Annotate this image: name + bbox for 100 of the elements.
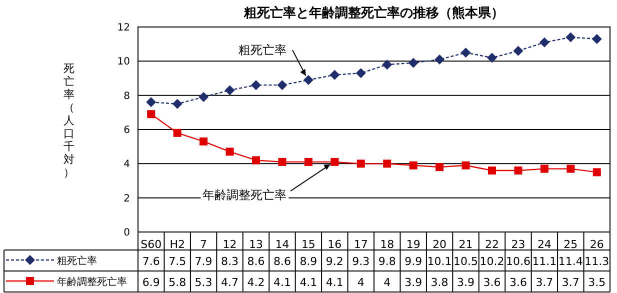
- y-tick-label: 6: [124, 125, 130, 136]
- data-label: 3.5: [588, 276, 606, 289]
- x-tick-label: 21: [458, 238, 473, 251]
- y-tick-label: 0: [124, 228, 130, 239]
- point: [514, 166, 522, 174]
- point: [434, 54, 445, 64]
- y-tick-label: 2: [124, 193, 130, 204]
- data-label: 6.9: [142, 276, 160, 289]
- data-label: 9.9: [404, 255, 422, 268]
- point: [462, 161, 470, 170]
- point: [408, 58, 418, 68]
- point: [566, 164, 575, 173]
- text: 死亡率（人口千対）: [64, 62, 74, 179]
- y-tick-label: 4: [124, 159, 130, 170]
- point: [304, 158, 312, 166]
- chart-title: 粗死亡率と年齢調整死亡率の推移（熊本県）: [242, 4, 505, 22]
- point: [460, 48, 471, 58]
- point: [409, 161, 418, 170]
- x-tick-label: 23: [511, 238, 526, 251]
- data-label: 9.3: [352, 255, 370, 268]
- point: [540, 164, 548, 173]
- data-label: 8.9: [300, 255, 318, 268]
- data-label: 7.9: [194, 255, 212, 268]
- point: [382, 60, 392, 70]
- data-label: 10.6: [506, 255, 530, 268]
- x-tick-label: 16: [328, 238, 342, 251]
- data-label: 3.7: [562, 276, 580, 289]
- data-label: 3.9: [457, 276, 475, 289]
- point: [592, 168, 601, 176]
- data-label: 4.2: [247, 276, 265, 289]
- x-tick-label: S60: [140, 238, 162, 251]
- point: [383, 160, 392, 168]
- x-tick-label: 20: [432, 238, 447, 251]
- data-label: 3.6: [483, 276, 501, 289]
- data-label: 7.5: [168, 255, 186, 268]
- y-tick-label: 8: [124, 90, 130, 102]
- data-label: 11.4: [558, 255, 583, 268]
- point: [356, 68, 366, 78]
- data-label: 9.2: [326, 255, 344, 268]
- data-label: 5.3: [194, 276, 212, 289]
- data-label: 10.5: [454, 255, 478, 268]
- y-tick-label: 10: [117, 56, 130, 68]
- data-label: 4.1: [326, 276, 344, 289]
- point: [488, 166, 496, 174]
- annotation: 粗死亡率: [238, 42, 286, 57]
- data-label: 8.6: [247, 255, 265, 268]
- legend-label: 粗死亡率: [57, 255, 97, 267]
- point: [330, 70, 340, 80]
- data-label: 4: [384, 276, 391, 289]
- point: [146, 97, 156, 108]
- point: [303, 74, 314, 85]
- point: [487, 52, 497, 63]
- point: [566, 32, 576, 42]
- legend-label: 年齢調整死亡率: [57, 276, 127, 288]
- data-label: 8.3: [221, 255, 239, 268]
- point: [226, 148, 234, 156]
- point: [200, 137, 208, 146]
- point: [592, 34, 602, 44]
- data-label: 4.1: [273, 276, 291, 289]
- y-tick-label: 12: [117, 22, 130, 34]
- data-label: 5.8: [168, 276, 186, 289]
- data-label: 4.1: [300, 276, 318, 289]
- data-label: 11.3: [584, 255, 610, 268]
- x-tick-label: 14: [275, 238, 290, 251]
- x-tick-label: 19: [406, 238, 420, 251]
- data-label: 3.6: [509, 276, 527, 289]
- x-tick-label: 26: [590, 238, 604, 251]
- point: [278, 158, 286, 166]
- data-label: 3.8: [430, 276, 448, 289]
- x-tick-label: 13: [249, 238, 263, 251]
- point: [224, 85, 235, 96]
- point: [277, 80, 288, 90]
- x-tick-label: H2: [170, 238, 185, 251]
- x-tick-label: 15: [301, 238, 316, 251]
- data-label: 11.1: [532, 255, 557, 268]
- data-label: 7.6: [142, 255, 160, 268]
- data-label: 4.7: [221, 276, 239, 289]
- x-tick-label: 7: [200, 238, 208, 251]
- x-tick-label: 24: [537, 238, 552, 251]
- point: [436, 163, 444, 172]
- annotation: 年齢調整死亡率: [202, 188, 287, 202]
- point: [252, 156, 260, 164]
- point: [513, 46, 524, 56]
- point: [330, 158, 339, 166]
- x-tick-label: 22: [485, 238, 499, 251]
- point: [172, 98, 182, 109]
- x-tick-label: 18: [380, 238, 394, 251]
- x-tick-label: 17: [354, 238, 368, 251]
- x-tick-label: 25: [564, 238, 578, 251]
- data-label: 9.8: [378, 255, 396, 268]
- point: [539, 37, 550, 48]
- point: [251, 80, 261, 90]
- data-label: 3.7: [536, 276, 554, 289]
- x-tick-label: 12: [222, 238, 237, 251]
- data-label: 4: [357, 276, 364, 289]
- point: [198, 92, 209, 102]
- point: [147, 110, 156, 118]
- data-label: 10.1: [427, 255, 452, 268]
- point: [356, 160, 365, 168]
- data-label: 3.9: [404, 276, 422, 289]
